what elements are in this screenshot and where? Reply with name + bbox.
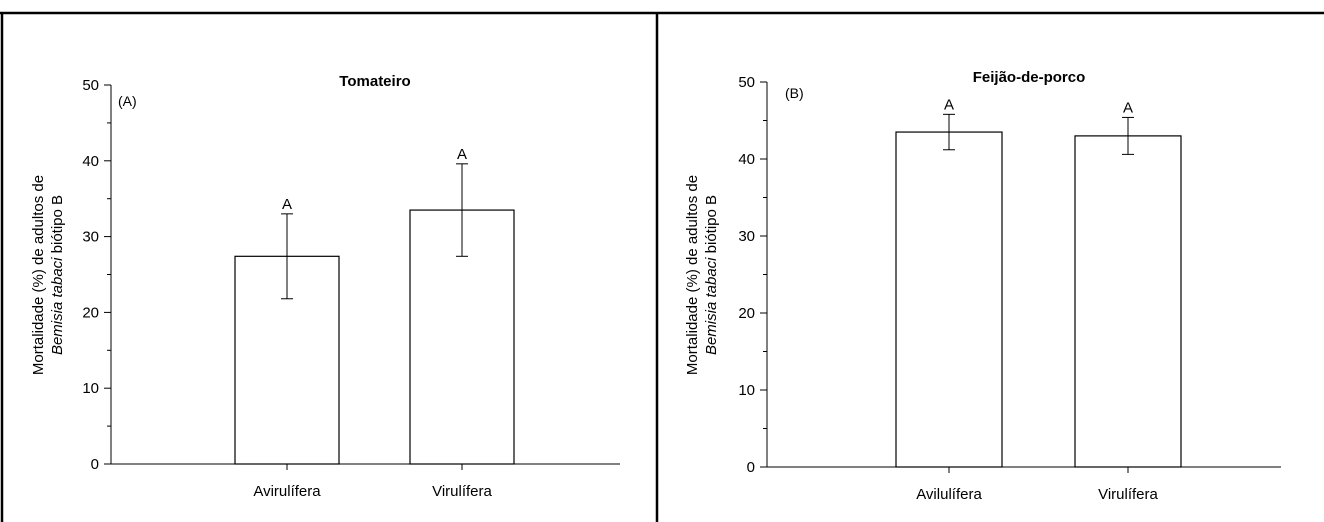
bar — [1074, 135, 1182, 468]
y-axis-label-line1: Mortalidade (%) de adultos de — [684, 175, 701, 375]
y-axis-label: Mortalidade (%) de adultos de Bemisia tab… — [30, 175, 66, 375]
y-axis-label-species: Bemisia tabaci — [49, 257, 66, 355]
category-label: Virulífera — [432, 483, 492, 500]
chart-panel-b: 0 10 20 30 40 50 A Avilulífera A Virulífera (B) Fei… — [684, 69, 1281, 503]
significance-label: A — [282, 196, 292, 213]
y-axis-label-line1: Mortalidade (%) de adultos de — [30, 175, 47, 375]
category-label: Avilulífera — [916, 486, 982, 503]
y-tick-label: 30 — [82, 229, 99, 246]
y-tick-label: 40 — [82, 153, 99, 170]
significance-label: A — [457, 146, 467, 163]
chart-title: Tomateiro — [339, 73, 410, 90]
y-tick-label: 30 — [738, 228, 755, 245]
chart-panel-a: 0 10 20 30 40 50 A Avirulífera A Virulífera (A) Tom… — [30, 73, 620, 500]
significance-label: A — [944, 96, 954, 113]
category-label: Avirulífera — [253, 483, 321, 500]
y-tick-label: 40 — [738, 151, 755, 168]
panel-label: (A) — [118, 93, 137, 109]
y-axis-label-line2: Bemisia tabaci biótipo B — [703, 195, 720, 355]
y-axis-label-species: Bemisia tabaci — [703, 257, 720, 355]
panel-label: (B) — [785, 85, 804, 101]
y-tick-label: 10 — [738, 382, 755, 399]
y-tick-label: 0 — [747, 459, 755, 476]
y-axis-label-biotype: biótipo B — [49, 195, 66, 258]
significance-label: A — [1123, 99, 1133, 116]
bar — [895, 131, 1003, 468]
y-axis-label-line2: Bemisia tabaci biótipo B — [49, 195, 66, 355]
y-tick-label: 20 — [82, 304, 99, 321]
category-label: Virulífera — [1098, 486, 1158, 503]
chart-title: Feijão-de-porco — [973, 69, 1086, 86]
y-tick-label: 20 — [738, 305, 755, 322]
y-tick-label: 10 — [82, 380, 99, 397]
y-tick-label: 50 — [738, 74, 755, 91]
y-axis-label-biotype: biótipo B — [703, 195, 720, 258]
y-axis-label: Mortalidade (%) de adultos de Bemisia tab… — [684, 175, 720, 375]
y-tick-label: 50 — [82, 77, 99, 94]
y-tick-label: 0 — [91, 456, 99, 473]
